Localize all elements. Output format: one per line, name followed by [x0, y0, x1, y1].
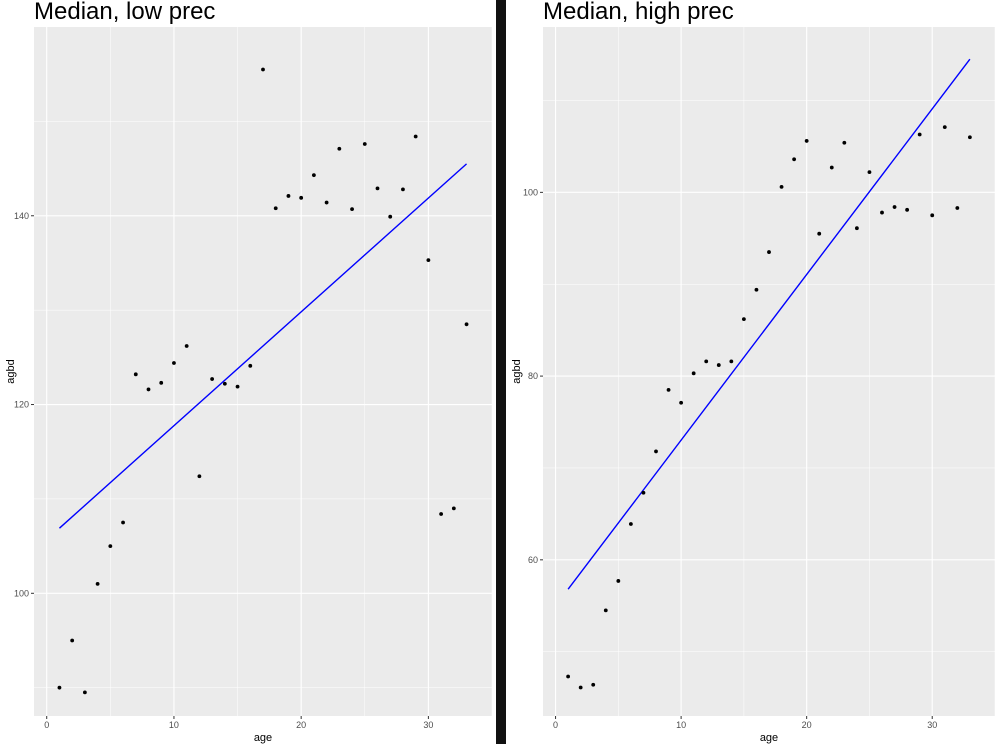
- data-point: [942, 125, 947, 130]
- data-point: [248, 363, 253, 368]
- data-point: [184, 344, 189, 348]
- data-point: [108, 544, 113, 549]
- x-tick-label: 10: [676, 720, 686, 730]
- data-point: [401, 187, 405, 192]
- trend-line: [567, 58, 971, 590]
- data-point: [880, 210, 884, 215]
- data-point: [235, 384, 240, 389]
- scatter-plot-low-prec: 0 10 20 30 100 120 140 age agbd: [5, 27, 493, 744]
- data-point: [350, 207, 354, 212]
- data-point: [261, 67, 265, 72]
- data-point: [159, 380, 164, 385]
- x-tick-label: 0: [44, 720, 49, 730]
- trend-line: [58, 163, 468, 529]
- data-point: [82, 690, 87, 695]
- data-point: [451, 506, 456, 511]
- data-point: [666, 387, 671, 392]
- data-point: [413, 134, 418, 139]
- data-point: [197, 474, 202, 479]
- y-axis-label: agbd: [511, 359, 523, 383]
- data-point: [917, 132, 922, 137]
- y-tick-label: 100: [523, 187, 538, 197]
- data-point: [704, 359, 709, 364]
- chart-title: Median, high prec: [543, 0, 734, 25]
- x-tick-label: 0: [553, 720, 558, 730]
- data-point: [967, 135, 972, 140]
- chart-title: Median, low prec: [34, 0, 216, 25]
- data-point: [439, 512, 444, 516]
- x-tick-label: 10: [169, 720, 179, 730]
- data-point: [464, 322, 469, 327]
- data-point: [591, 682, 596, 687]
- data-point: [628, 522, 633, 526]
- data-point: [905, 207, 910, 212]
- data-point: [729, 359, 734, 364]
- x-tick-label: 30: [927, 720, 937, 730]
- y-axis-label: agbd: [5, 359, 17, 383]
- data-point: [566, 674, 571, 679]
- data-point: [616, 579, 621, 583]
- data-point: [955, 206, 960, 210]
- chart-panel-high-prec: Median, high prec 0 10 20 30 60 80 100 age agbd: [506, 0, 1001, 744]
- data-point: [892, 205, 897, 209]
- data-point: [767, 250, 771, 254]
- y-tick-label: 80: [528, 371, 538, 381]
- plot-background: [543, 27, 995, 716]
- data-point: [867, 170, 872, 175]
- data-point: [716, 363, 721, 367]
- data-point: [741, 317, 746, 322]
- data-point: [388, 214, 393, 219]
- data-point: [754, 287, 759, 292]
- data-point: [172, 361, 176, 365]
- data-point: [362, 142, 367, 146]
- x-tick-label: 20: [802, 720, 812, 730]
- data-point: [426, 258, 431, 263]
- data-point: [603, 608, 608, 613]
- y-tick-label: 60: [528, 555, 538, 565]
- data-point: [57, 685, 62, 690]
- data-point: [311, 173, 316, 178]
- x-tick-label: 30: [423, 720, 433, 730]
- data-point: [210, 377, 215, 381]
- plot-background: [34, 27, 492, 716]
- data-point: [641, 490, 646, 495]
- scatter-plot-high-prec: 0 10 20 30 60 80 100 age agbd: [511, 27, 996, 744]
- data-point: [133, 372, 138, 377]
- data-point: [654, 449, 658, 454]
- data-point: [930, 213, 935, 218]
- y-tick-label: 100: [14, 588, 29, 598]
- data-point: [779, 184, 784, 189]
- x-tick-label: 20: [296, 720, 306, 730]
- data-point: [375, 186, 380, 191]
- panel-divider: [496, 0, 506, 744]
- data-point: [299, 195, 304, 200]
- data-point: [273, 206, 278, 211]
- data-point: [146, 387, 151, 392]
- y-tick-label: 120: [14, 400, 29, 410]
- data-point: [95, 581, 100, 586]
- chart-panel-low-prec: Median, low prec 0 10 20 30 100 120 140 age agbd: [0, 0, 496, 744]
- data-point: [842, 140, 847, 145]
- data-point: [286, 194, 291, 198]
- data-point: [121, 520, 125, 525]
- x-axis-label: age: [254, 732, 272, 744]
- data-point: [829, 165, 834, 170]
- data-point: [70, 638, 75, 643]
- data-point: [578, 685, 583, 690]
- data-point: [817, 231, 822, 236]
- data-point: [854, 226, 859, 231]
- y-tick-label: 140: [14, 211, 29, 221]
- data-point: [222, 381, 227, 386]
- data-point: [792, 157, 797, 162]
- data-point: [679, 400, 684, 405]
- x-axis-label: age: [760, 732, 778, 744]
- data-point: [691, 371, 696, 376]
- data-point: [804, 139, 809, 143]
- data-point: [337, 146, 342, 151]
- data-point: [324, 200, 329, 205]
